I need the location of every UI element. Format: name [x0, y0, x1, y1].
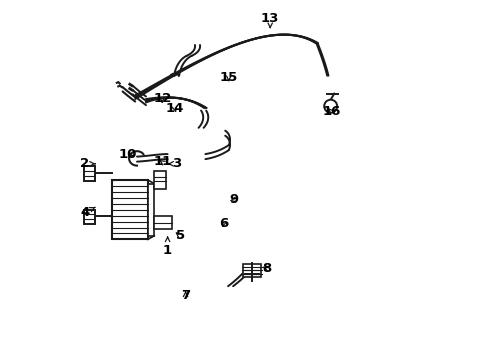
Text: 15: 15: [220, 71, 238, 84]
Circle shape: [324, 100, 337, 113]
Text: 9: 9: [230, 193, 239, 206]
Text: 14: 14: [166, 102, 184, 114]
Bar: [148, 184, 154, 236]
Bar: [154, 171, 166, 189]
Bar: [243, 264, 261, 277]
FancyBboxPatch shape: [84, 166, 95, 181]
Text: 6: 6: [219, 217, 228, 230]
Text: 12: 12: [153, 93, 172, 105]
Text: 13: 13: [261, 12, 279, 28]
Bar: [154, 216, 171, 229]
Text: 11: 11: [153, 156, 172, 168]
Text: 8: 8: [262, 262, 271, 275]
Bar: [112, 180, 148, 239]
Text: 4: 4: [80, 206, 95, 219]
Text: 7: 7: [181, 289, 190, 302]
Text: 2: 2: [80, 157, 95, 170]
Text: 5: 5: [175, 229, 185, 242]
Text: 3: 3: [169, 157, 181, 170]
Text: 1: 1: [163, 237, 172, 257]
FancyBboxPatch shape: [84, 210, 95, 224]
Text: 10: 10: [119, 148, 137, 161]
Text: 16: 16: [322, 105, 341, 118]
